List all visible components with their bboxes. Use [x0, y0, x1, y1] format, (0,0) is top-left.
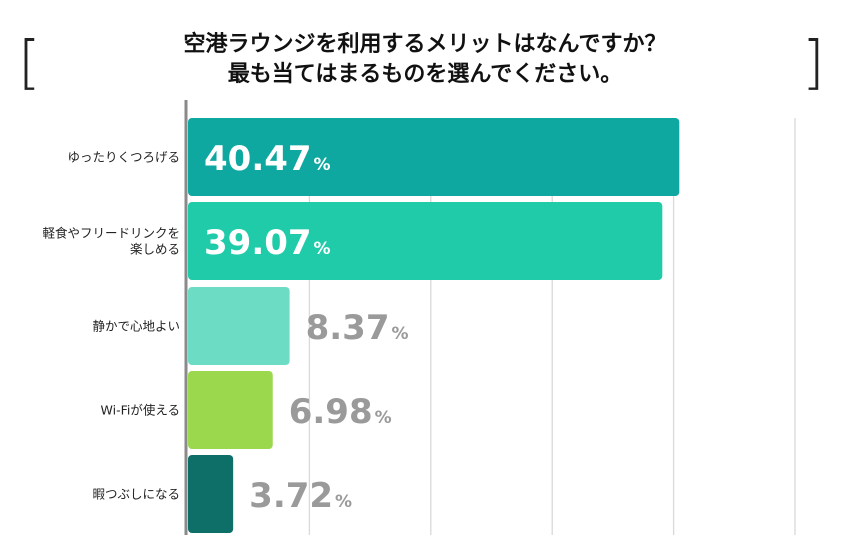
data-label: 40.47% — [204, 139, 331, 179]
data-label: 3.72% — [249, 476, 352, 516]
chart-title-line-1: 空港ラウンジを利用するメリットはなんですか？ — [183, 32, 667, 57]
category-label: 軽食やフリードリンクを — [42, 226, 180, 241]
category-label: 暇つぶしになる — [92, 487, 180, 502]
category-label: ゆったりくつろげる — [67, 150, 180, 165]
bar — [188, 455, 234, 533]
chart-title-line-2: 最も当てはまるものを選んでください。 — [227, 62, 623, 87]
left-bracket-decoration: [ — [18, 28, 41, 96]
right-bracket-decoration: ] — [802, 28, 825, 96]
category-label: 静かで心地よい — [92, 319, 180, 334]
data-label: 6.98% — [289, 392, 392, 432]
bar — [188, 202, 663, 280]
category-label: 楽しめる — [130, 242, 180, 257]
bar — [188, 371, 273, 449]
bar — [188, 118, 680, 196]
data-label: 8.37% — [306, 308, 409, 348]
chart-title: 空港ラウンジを利用するメリットはなんですか？ 最も当てはまるものを選んでください… — [100, 30, 750, 90]
category-label: Wi-Fiが使える — [101, 403, 180, 418]
bar — [188, 287, 290, 365]
data-label: 39.07% — [204, 223, 331, 263]
